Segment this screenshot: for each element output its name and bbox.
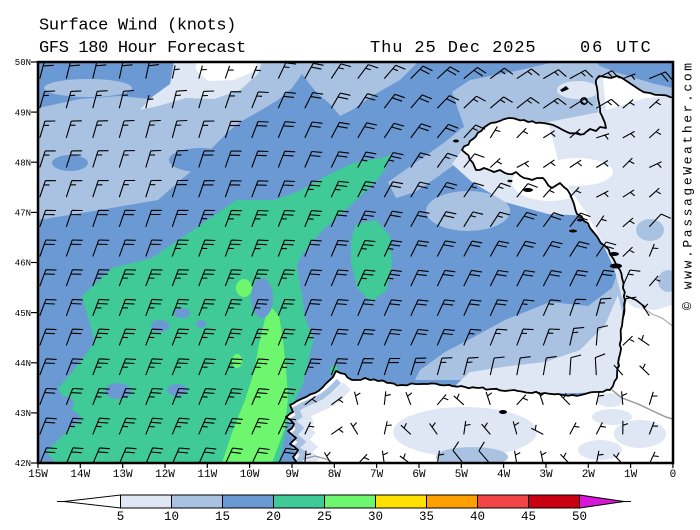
svg-text:46N: 46N <box>15 259 31 269</box>
svg-text:47N: 47N <box>15 209 31 219</box>
svg-text:40: 40 <box>470 510 485 524</box>
svg-text:10: 10 <box>164 510 179 524</box>
svg-text:7W: 7W <box>370 469 384 481</box>
svg-text:0: 0 <box>670 469 677 481</box>
svg-text:13W: 13W <box>113 469 133 481</box>
svg-text:5W: 5W <box>455 469 469 481</box>
svg-text:42N: 42N <box>15 459 31 469</box>
svg-text:Thu 25 Dec 2025: Thu 25 Dec 2025 <box>370 39 537 58</box>
svg-text:45N: 45N <box>15 309 31 319</box>
svg-text:2W: 2W <box>582 469 596 481</box>
svg-text:30: 30 <box>368 510 383 524</box>
svg-text:8W: 8W <box>328 469 342 481</box>
svg-text:44N: 44N <box>15 359 31 369</box>
svg-text:06 UTC: 06 UTC <box>580 39 653 58</box>
svg-text:9W: 9W <box>285 469 299 481</box>
svg-text:43N: 43N <box>15 409 31 419</box>
svg-text:50N: 50N <box>15 58 31 68</box>
svg-text:© www.PassageWeather.com: © www.PassageWeather.com <box>681 60 696 310</box>
svg-text:35: 35 <box>419 510 434 524</box>
svg-text:15W: 15W <box>28 469 48 481</box>
svg-text:10W: 10W <box>240 469 260 481</box>
svg-text:50: 50 <box>572 510 587 524</box>
svg-text:45: 45 <box>521 510 536 524</box>
svg-text:3W: 3W <box>539 469 553 481</box>
svg-text:49N: 49N <box>15 108 31 118</box>
svg-text:20: 20 <box>266 510 281 524</box>
svg-text:12W: 12W <box>155 469 175 481</box>
svg-text:4W: 4W <box>497 469 511 481</box>
svg-text:11W: 11W <box>197 469 217 481</box>
svg-text:48N: 48N <box>15 158 31 168</box>
svg-text:14W: 14W <box>70 469 90 481</box>
svg-text:Surface Wind (knots): Surface Wind (knots) <box>39 17 236 36</box>
svg-text:25: 25 <box>317 510 332 524</box>
svg-text:5: 5 <box>117 510 125 524</box>
svg-text:1W: 1W <box>624 469 638 481</box>
svg-text:GFS 180 Hour Forecast: GFS 180 Hour Forecast <box>39 39 246 58</box>
svg-text:15: 15 <box>215 510 230 524</box>
svg-text:6W: 6W <box>412 469 426 481</box>
